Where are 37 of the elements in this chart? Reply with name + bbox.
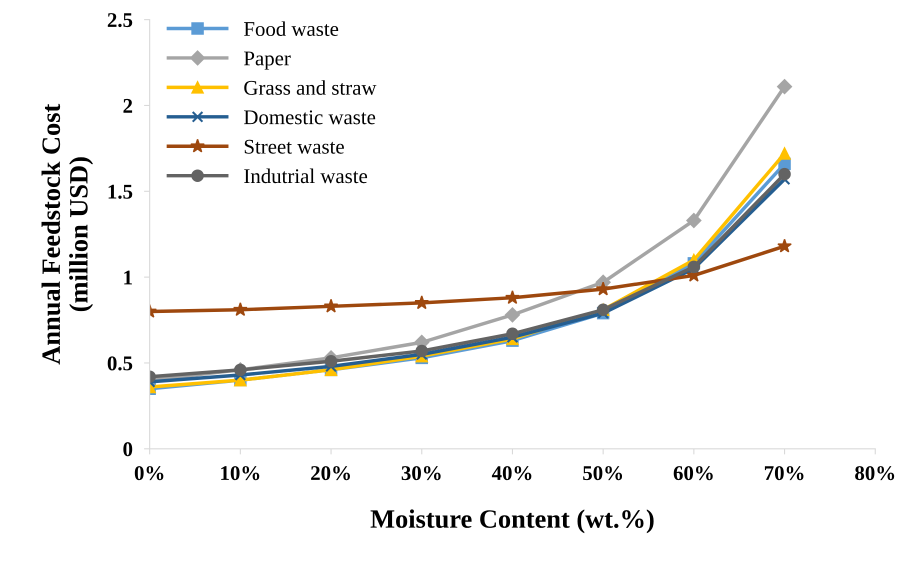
point	[777, 238, 792, 253]
point	[504, 307, 520, 322]
x-tick-label: 50%	[583, 466, 622, 480]
point	[414, 295, 430, 310]
point	[776, 79, 792, 94]
y-tick-label: 2	[123, 98, 132, 113]
point	[324, 355, 338, 368]
point	[778, 168, 791, 180]
y-tick-label: 0	[123, 442, 132, 456]
x-tick-label: 30%	[402, 466, 441, 480]
point	[416, 344, 428, 358]
legend-label: Street waste	[244, 140, 344, 154]
legend-label: Indutrial waste	[244, 168, 368, 184]
y-tick-label: 2.5	[108, 13, 132, 28]
x-tick-label: 0%	[134, 466, 164, 480]
x-tick-label: 60%	[674, 466, 713, 480]
x-axis-title: Moisture Content (wt.%)	[370, 509, 654, 534]
point	[686, 212, 702, 228]
point	[324, 298, 338, 313]
point	[233, 302, 248, 316]
legend-label: Domestic waste	[244, 110, 376, 124]
legend-label: Grass and straw	[244, 80, 376, 95]
x-tick-label: 20%	[311, 466, 350, 480]
x-tick-label: 40%	[492, 466, 532, 480]
y-axis-title: Annual Feedstock Cost (million USD)	[42, 104, 94, 364]
x-tick-label: 80%	[855, 466, 894, 480]
y-tick-label: 0.5	[108, 356, 132, 370]
point	[778, 147, 791, 160]
x-tick-label: 10%	[221, 466, 260, 480]
y-tick-label: 1.5	[108, 184, 132, 199]
legend-label: Paper	[244, 52, 291, 70]
y-tick-label: 1	[124, 270, 132, 284]
point	[506, 328, 519, 340]
point	[596, 282, 610, 296]
legend-label: Food waste	[244, 21, 338, 36]
x-tick-label: 70%	[764, 466, 804, 480]
point	[505, 290, 520, 304]
